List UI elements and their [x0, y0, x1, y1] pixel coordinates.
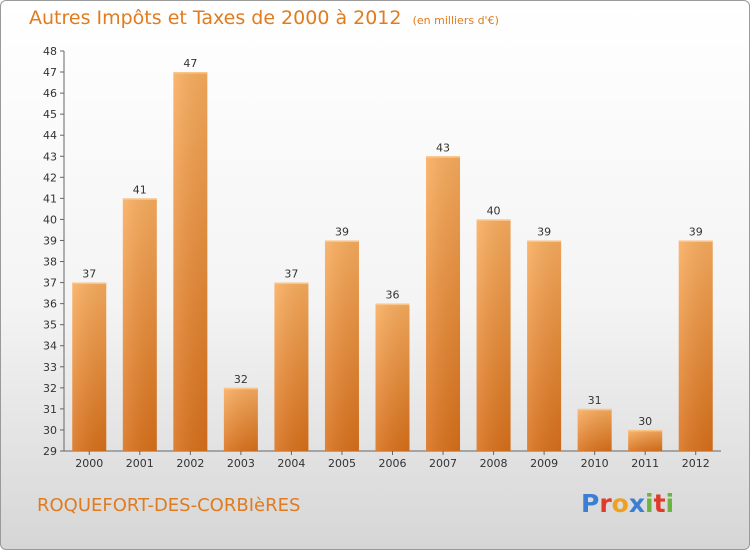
data-label: 41 — [133, 183, 147, 196]
bar-top-highlight — [324, 240, 359, 242]
x-tick-label: 2006 — [379, 457, 407, 470]
x-tick-label: 2011 — [631, 457, 659, 470]
y-tick-label: 39 — [43, 234, 57, 247]
bar-shade — [173, 72, 208, 451]
logo-letter: x — [628, 489, 645, 518]
bar-shade — [122, 198, 157, 451]
bar-top-highlight — [122, 198, 157, 200]
logo-letter: P — [581, 489, 600, 518]
x-tick-label: 2001 — [126, 457, 154, 470]
data-label: 32 — [234, 373, 248, 386]
y-tick-label: 33 — [43, 361, 57, 374]
bar-top-highlight — [223, 387, 258, 390]
y-tick-label: 43 — [43, 150, 57, 163]
bar-top-highlight — [426, 156, 461, 158]
y-tick-label: 44 — [43, 129, 57, 142]
logo-letter: i — [665, 489, 675, 518]
y-tick-label: 45 — [43, 108, 57, 121]
logo-letter: i — [645, 489, 654, 518]
x-tick-label: 2012 — [682, 457, 710, 470]
bar-shade — [577, 408, 612, 451]
bar-top-highlight — [72, 282, 107, 285]
x-tick-label: 2008 — [480, 457, 508, 470]
bar-top-highlight — [274, 282, 309, 285]
chart-title-unit: (en milliers d'€) — [412, 14, 499, 27]
commune-name: ROQUEFORT-DES-CORBIèRES — [37, 495, 301, 516]
y-tick-label: 31 — [43, 403, 57, 416]
bar-shade — [274, 282, 309, 451]
y-tick-label: 29 — [43, 445, 57, 458]
y-tick-label: 32 — [43, 382, 57, 395]
y-tick-label: 42 — [43, 171, 57, 184]
y-tick-label: 48 — [43, 45, 57, 58]
bar-top-highlight — [173, 72, 208, 74]
data-label: 30 — [638, 415, 652, 428]
data-label: 39 — [689, 225, 703, 238]
data-label: 39 — [335, 225, 349, 238]
bar-shade — [426, 156, 461, 451]
bar-top-highlight — [527, 240, 562, 242]
x-tick-label: 2009 — [530, 457, 558, 470]
bar-top-highlight — [375, 303, 410, 306]
bar-shade — [375, 303, 410, 451]
logo-letter: r — [599, 489, 612, 518]
y-tick-label: 40 — [43, 213, 57, 226]
x-tick-label: 2010 — [581, 457, 609, 470]
chart-title-main: Autres Impôts et Taxes de 2000 à 2012 — [29, 7, 402, 29]
data-label: 40 — [487, 204, 501, 217]
logo-letter: t — [653, 489, 666, 518]
y-tick-label: 37 — [43, 277, 57, 290]
y-tick-label: 38 — [43, 256, 57, 269]
data-label: 47 — [183, 57, 197, 70]
bar-shade — [324, 240, 359, 451]
y-tick-label: 35 — [43, 319, 57, 332]
data-label: 43 — [436, 141, 450, 154]
logo-letter: o — [611, 489, 629, 518]
data-label: 39 — [537, 225, 551, 238]
data-label: 31 — [588, 394, 602, 407]
y-tick-label: 34 — [43, 340, 57, 353]
bar-top-highlight — [577, 408, 612, 411]
bar-shade — [72, 282, 107, 451]
bar-top-highlight — [678, 240, 713, 242]
data-label: 37 — [82, 268, 96, 281]
x-tick-label: 2005 — [328, 457, 356, 470]
bar-shade — [628, 429, 663, 451]
bar-shade — [476, 219, 511, 451]
x-tick-label: 2002 — [176, 457, 204, 470]
y-tick-label: 46 — [43, 87, 57, 100]
bar-shade — [678, 240, 713, 451]
data-label: 37 — [284, 268, 298, 281]
data-label: 36 — [386, 289, 400, 302]
x-tick-label: 2007 — [429, 457, 457, 470]
y-tick-label: 36 — [43, 298, 57, 311]
y-tick-label: 41 — [43, 192, 57, 205]
bar-shade — [223, 387, 258, 451]
bar-shade — [527, 240, 562, 451]
proxiti-logo[interactable]: Proxiti — [581, 489, 674, 518]
bar-top-highlight — [628, 429, 663, 432]
y-tick-label: 30 — [43, 424, 57, 437]
bar-top-highlight — [476, 219, 511, 221]
x-tick-label: 2003 — [227, 457, 255, 470]
x-tick-label: 2000 — [75, 457, 103, 470]
x-tick-label: 2004 — [277, 457, 305, 470]
plot-area: 29 30 31 32 33 34 35 36 37 38 39 40 41 42 43 44 45 46 47 48… — [43, 45, 721, 470]
chart-title: Autres Impôts et Taxes de 2000 à 2012 (e… — [29, 7, 499, 29]
y-tick-label: 47 — [43, 66, 57, 79]
